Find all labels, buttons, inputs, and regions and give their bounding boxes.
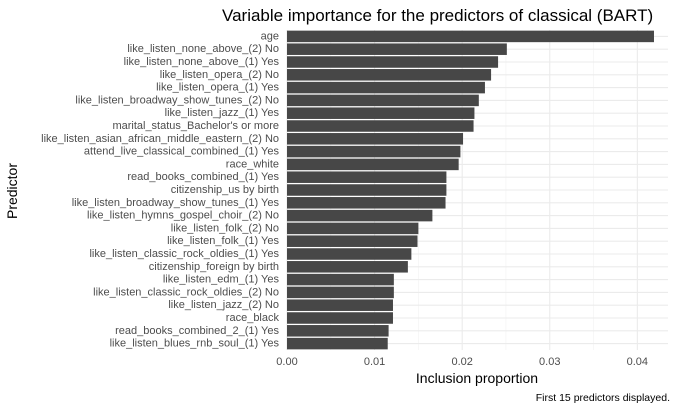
y-axis-title: Predictor [4,163,20,219]
x-tick-label: 0.01 [364,356,385,368]
y-tick-label: like_listen_opera_(1) Yes [156,82,279,94]
bar [287,133,464,145]
y-tick-label: like_listen_none_above_(1) Yes [124,56,280,68]
y-tick-label: like_listen_opera_(2) No [160,69,279,81]
bar [287,94,479,107]
x-tick-label: 0.00 [276,356,297,368]
bar [287,81,485,94]
bar [287,325,389,337]
bar [287,222,419,235]
y-tick-label: like_listen_asian_african_middle_eastern… [41,133,279,145]
bar [287,43,507,55]
bar [287,30,654,43]
y-tick-label: like_listen_folk_(1) Yes [167,235,279,247]
bar [287,145,461,158]
y-tick-label: like_listen_jazz_(1) Yes [165,107,280,119]
bar [287,235,418,247]
bar [287,299,393,311]
y-tick-label: citizenship_us by birth [171,184,279,196]
bar [287,337,388,350]
x-tick-label: 0.02 [451,356,472,368]
chart-caption: First 15 predictors displayed. [536,392,670,404]
y-tick-label: like_listen_folk_(2) No [171,222,279,234]
y-tick-label: marital_status_Bachelor's or more [112,120,279,132]
x-tick-label: 0.03 [539,356,560,368]
y-tick-label: like_listen_hymns_gospel_choir_(2) No [87,210,279,222]
y-tick-label: like_listen_blues_rnb_soul_(1) Yes [110,338,280,350]
y-tick-label: race_black [226,312,280,324]
bar [287,107,475,119]
y-tick-label: like_listen_broadway_show_tunes_(2) No [75,94,279,106]
y-tick-label: like_listen_edm_(1) Yes [163,274,280,286]
y-tick-label: citizenship_foreign by birth [149,261,279,273]
bar [287,158,459,171]
bar [287,69,492,81]
bar [287,312,393,324]
x-axis-title: Inclusion proportion [416,370,538,386]
bar [287,261,408,273]
bars [287,30,654,350]
bar [287,209,433,222]
bar [287,248,412,260]
y-tick-label: read_books_combined_(1) Yes [127,171,279,183]
y-tick-label: age [261,30,279,42]
y-tick-label: attend_live_classical_combined_(1) Yes [84,146,280,158]
bar [287,197,446,209]
bar [287,286,394,299]
y-tick-label: like_listen_jazz_(2) No [168,299,279,311]
bar [287,184,447,196]
chart-title: Variable importance for the predictors o… [222,6,653,25]
bar [287,56,499,68]
y-tick-label: like_listen_classic_rock_oldies_(2) No [93,286,279,298]
x-tick-label: 0.04 [627,356,648,368]
y-tick-label: like_listen_none_above_(2) No [127,43,279,55]
y-tick-label: read_books_combined_2_(1) Yes [115,325,279,337]
y-tick-label: race_white [226,158,279,170]
bar [287,171,447,183]
x-tick-labels: 0.00 0.01 0.02 0.03 0.04 [276,356,648,368]
bar [287,273,394,286]
y-tick-label: like_listen_classic_rock_oldies_(1) Yes [89,248,279,260]
bar [287,120,474,132]
y-tick-label: like_listen_broadway_show_tunes_(1) Yes [72,197,280,209]
